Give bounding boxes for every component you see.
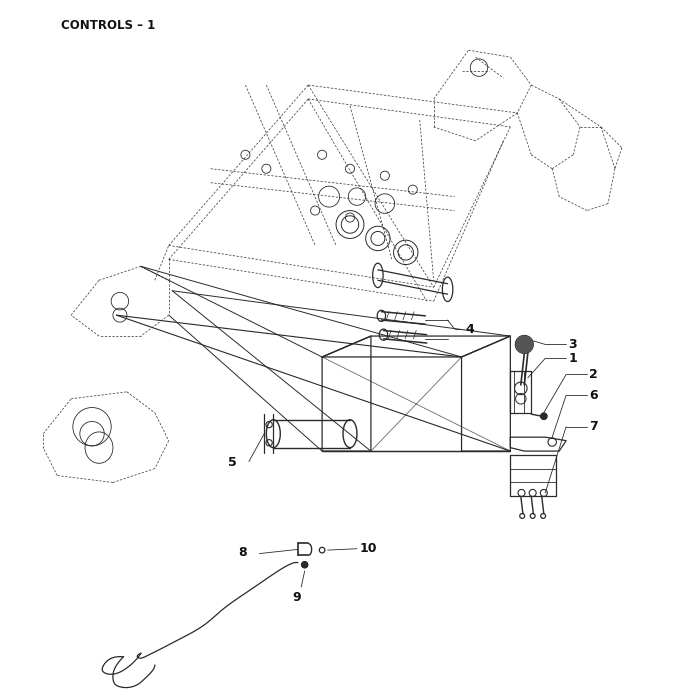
Circle shape xyxy=(302,562,307,568)
Text: 2: 2 xyxy=(589,368,598,381)
Text: 9: 9 xyxy=(293,591,302,604)
Text: 5: 5 xyxy=(228,456,237,470)
Text: CONTROLS – 1: CONTROLS – 1 xyxy=(61,19,155,32)
Text: 4: 4 xyxy=(465,323,474,335)
Circle shape xyxy=(516,336,533,353)
Text: 10: 10 xyxy=(359,542,377,555)
Text: 3: 3 xyxy=(568,338,577,351)
Circle shape xyxy=(541,414,547,419)
Text: 8: 8 xyxy=(239,546,247,559)
Text: 7: 7 xyxy=(589,420,598,433)
Text: 1: 1 xyxy=(568,352,577,365)
Text: 6: 6 xyxy=(589,389,598,402)
